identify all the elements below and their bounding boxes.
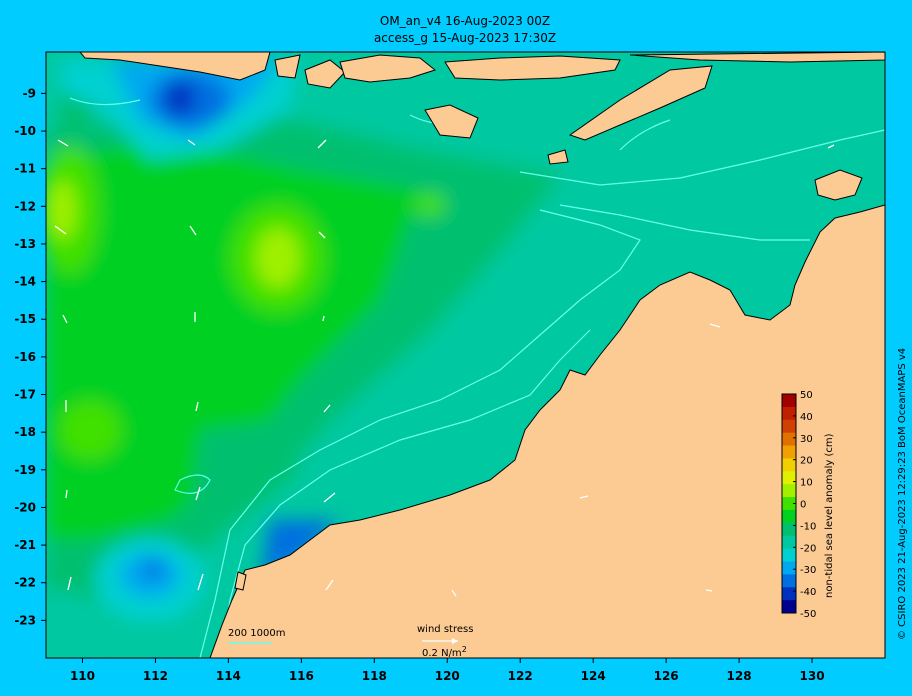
land-lombok (304, 59, 346, 89)
lat-tick-label: -12 (14, 199, 36, 213)
map-border (45, 51, 886, 659)
colorbar-tick-label: 40 (800, 412, 813, 423)
lat-tick-label: -22 (14, 576, 36, 590)
lat-tick-label: -19 (14, 463, 36, 477)
lat-tick-label: -18 (14, 425, 36, 439)
lon-tick-label: 110 (70, 669, 95, 683)
colorbar-tick-label: -20 (800, 543, 816, 554)
land-melville (814, 169, 863, 201)
lat-tick-label: -17 (14, 388, 36, 402)
lon-tick-label: 122 (508, 669, 533, 683)
wind-stress-arrow-head (452, 638, 458, 644)
map-title-line2: access_g 15-Aug-2023 17:30Z (373, 31, 557, 45)
colorbar-tick-label: -50 (800, 609, 816, 620)
lon-tick-label: 128 (727, 669, 752, 683)
colorbar-swatch (782, 497, 796, 511)
colorbar-swatch (782, 406, 796, 421)
land-cape (234, 571, 247, 591)
colorbar-swatch (782, 471, 796, 485)
lon-tick-label: 114 (216, 669, 241, 683)
colorbar-tick-label: -40 (800, 587, 816, 598)
lon-tick-label: 116 (289, 669, 314, 683)
land-flores (444, 55, 621, 81)
lat-tick-label: -16 (14, 350, 36, 364)
lat-tick-label: -13 (14, 237, 36, 251)
land-sumba (424, 104, 479, 139)
land-australia (209, 204, 885, 658)
lat-tick-label: -15 (14, 312, 36, 326)
map-title-line1: OM_an_v4 16-Aug-2023 00Z (379, 14, 551, 28)
colorbar-swatch (782, 574, 796, 588)
colorbar-swatch (782, 458, 796, 472)
lon-tick-label: 112 (143, 669, 168, 683)
lat-tick-label: -10 (14, 124, 36, 138)
isobath-legend-label: 200 1000m (228, 628, 285, 639)
land-sumbawa (339, 54, 437, 83)
colorbar-swatch (782, 445, 796, 459)
isobath-contours (69, 97, 885, 658)
colorbar-swatch (782, 522, 796, 537)
lat-tick-label: -11 (14, 162, 36, 176)
land-timor (568, 65, 713, 141)
lon-tick-label: 120 (435, 669, 460, 683)
colorbar-swatch (782, 561, 796, 575)
colorbar-swatch (782, 432, 796, 447)
lon-tick-label: 118 (362, 669, 387, 683)
lon-tick-label: 126 (654, 669, 679, 683)
credit-text: © CSIRO 2023 21-Aug-2023 12:29:23 BoM Oc… (897, 347, 908, 640)
lat-tick-label: -20 (14, 500, 36, 514)
colorbar-swatch (782, 600, 796, 614)
lon-tick-label: 124 (581, 669, 606, 683)
wind-stress-label: wind stress (417, 624, 473, 635)
wind-stress-legend: wind stress 0.2 N/m2 (417, 624, 473, 659)
land-rote (547, 149, 569, 165)
colorbar-swatch (782, 548, 796, 562)
wind-vectors (54, 139, 835, 597)
colorbar-tick-label: -30 (800, 565, 816, 576)
colorbar-tick-label: 20 (800, 456, 813, 467)
colorbar-swatch (782, 509, 796, 524)
latitude-ticks: -9 -10 -11 -12 -13 -14 -15 -16 -17 -18 -19 -20 -21 -2… (14, 86, 46, 627)
wind-stress-unit: 0.2 N/m2 (422, 645, 467, 659)
colorbar-tick-label: 10 (800, 478, 813, 489)
land-areas (79, 52, 885, 658)
map-panel (46, 52, 885, 658)
lat-tick-label: -23 (14, 613, 36, 627)
colorbar-tick-label: 0 (800, 500, 806, 511)
lat-tick-label: -21 (14, 538, 36, 552)
colorbar-tick-label: -10 (800, 521, 816, 532)
isobath-legend: 200 1000m (228, 628, 285, 644)
colorbar-label: non-tidal sea level anomaly (cm) (824, 433, 835, 598)
lat-tick-label: -9 (23, 86, 36, 100)
land-bali (274, 54, 301, 79)
colorbar-swatch (782, 587, 796, 601)
lat-tick-label: -14 (14, 275, 36, 289)
colorbar-swatch (782, 484, 796, 498)
colorbar-tick-label: 30 (800, 434, 813, 445)
colorbar-tick-label: 50 (800, 390, 813, 401)
lon-tick-label: 130 (800, 669, 825, 683)
sea-level-field (46, 58, 600, 650)
colorbar: 50 40 30 20 10 0 -10 -20 -30 -40 -50 (781, 390, 816, 620)
longitude-ticks: 110 112 114 116 118 120 122 124 126 128 130 (70, 658, 825, 683)
colorbar-swatch (782, 535, 796, 550)
land-java (79, 52, 271, 81)
colorbar-swatch (782, 394, 796, 408)
colorbar-swatch (782, 419, 796, 434)
